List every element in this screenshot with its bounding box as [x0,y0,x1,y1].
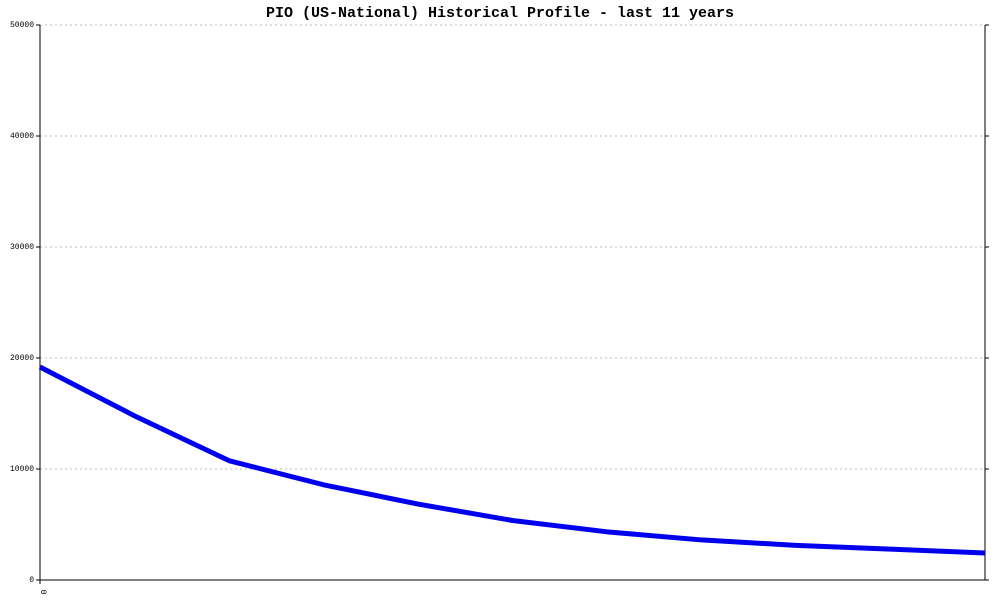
line-series [38,364,986,556]
y-tick-label: 10000 [10,465,34,474]
y-tick-label: 50000 [10,21,34,30]
chart-title: PIO (US-National) Historical Profile - l… [266,5,734,22]
x-tick-label: 0 [38,590,47,595]
y-tick-label: 30000 [10,243,34,252]
y-tick-label: 0 [29,576,34,585]
y-tick-label: 20000 [10,354,34,363]
y-tick-label: 40000 [10,132,34,141]
